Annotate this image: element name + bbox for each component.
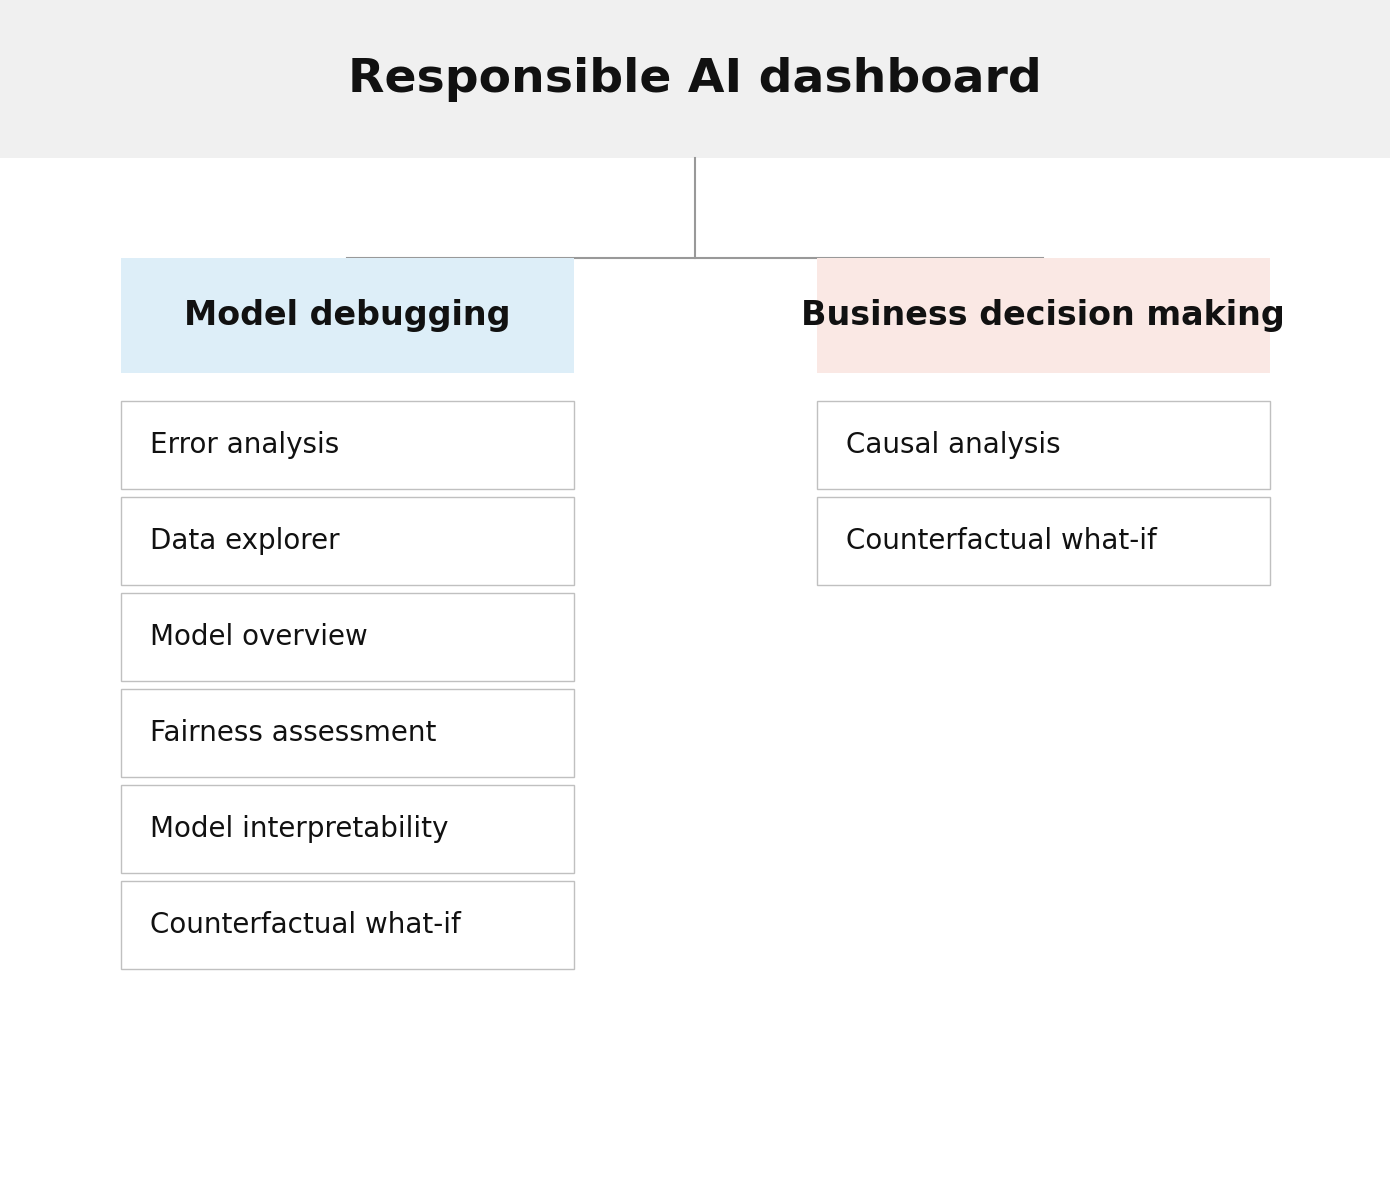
Text: Counterfactual what-if: Counterfactual what-if xyxy=(847,527,1158,555)
Text: Model overview: Model overview xyxy=(150,623,368,651)
FancyBboxPatch shape xyxy=(816,401,1269,489)
FancyBboxPatch shape xyxy=(121,258,574,373)
FancyBboxPatch shape xyxy=(121,881,574,969)
FancyBboxPatch shape xyxy=(0,0,1390,158)
Text: Fairness assessment: Fairness assessment xyxy=(150,719,436,748)
Text: Error analysis: Error analysis xyxy=(150,431,339,459)
FancyBboxPatch shape xyxy=(121,497,574,585)
Text: Model debugging: Model debugging xyxy=(183,300,510,332)
Text: Counterfactual what-if: Counterfactual what-if xyxy=(150,910,461,939)
Text: Model interpretability: Model interpretability xyxy=(150,815,449,843)
Text: Business decision making: Business decision making xyxy=(801,300,1284,332)
FancyBboxPatch shape xyxy=(121,689,574,778)
Text: Data explorer: Data explorer xyxy=(150,527,341,555)
FancyBboxPatch shape xyxy=(816,258,1269,373)
Text: Responsible AI dashboard: Responsible AI dashboard xyxy=(348,56,1042,102)
FancyBboxPatch shape xyxy=(121,785,574,873)
FancyBboxPatch shape xyxy=(121,593,574,680)
FancyBboxPatch shape xyxy=(121,401,574,489)
FancyBboxPatch shape xyxy=(816,497,1269,585)
Text: Causal analysis: Causal analysis xyxy=(847,431,1061,459)
